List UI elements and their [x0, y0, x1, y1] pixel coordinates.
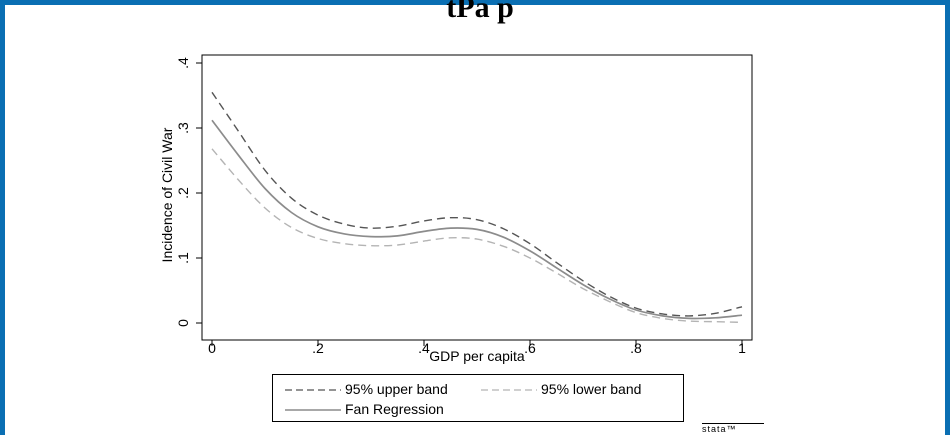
legend-label-lower-band: 95% lower band — [541, 381, 642, 397]
y-tick-label: 0 — [175, 319, 191, 327]
x-tick-label: 1 — [738, 340, 746, 356]
series-line-95-lower-band — [211, 148, 743, 324]
x-tick-label: .8 — [630, 340, 642, 356]
legend-swatch-fan-regression — [285, 409, 341, 411]
y-tick-label: .3 — [175, 122, 191, 134]
y-tick-label: .4 — [175, 57, 191, 69]
series-line-95-upper-band — [211, 91, 743, 317]
x-axis-label: GDP per capita — [429, 348, 525, 364]
y-axis: 0 .1 .2 .3 .4 — [175, 57, 202, 327]
plot-area — [201, 54, 753, 341]
legend-label-upper-band: 95% upper band — [345, 381, 448, 397]
y-tick-label: .1 — [175, 252, 191, 264]
legend-swatch-upper-band — [285, 389, 341, 391]
y-tick-label: .2 — [175, 187, 191, 199]
x-tick-label: .6 — [524, 340, 536, 356]
x-tick-label: .2 — [312, 340, 324, 356]
x-tick-label: 0 — [208, 340, 216, 356]
y-axis-label: Incidence of Civil War — [159, 127, 175, 262]
slide-title: tPa p — [446, 0, 514, 24]
legend-swatch-lower-band — [481, 389, 537, 391]
x-tick-label: .4 — [418, 340, 430, 356]
legend-label-fan-regression: Fan Regression — [345, 401, 444, 417]
stata-watermark: stata™ — [702, 423, 764, 434]
x-axis: 0 .2 .4 .6 .8 1 — [208, 340, 746, 356]
series-line-fan-regression — [211, 119, 743, 320]
series-layer — [211, 91, 743, 324]
chart-legend: 95% upper band 95% lower band Fan Regres… — [272, 374, 684, 422]
